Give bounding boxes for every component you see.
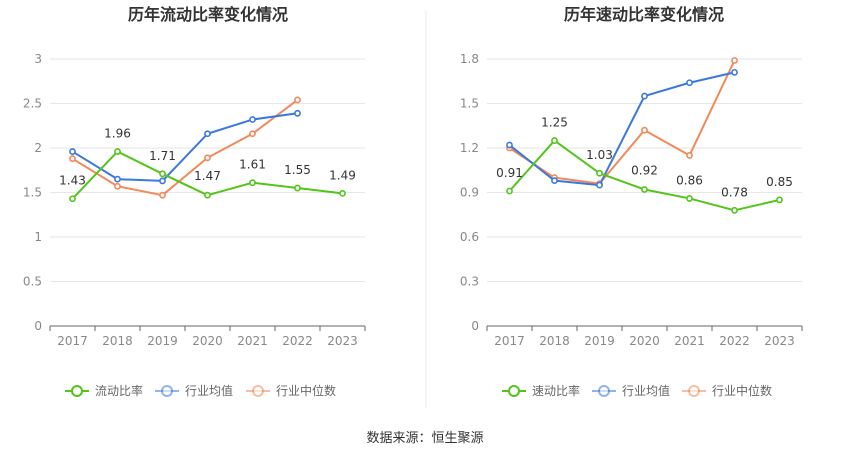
legend-swatch-marker <box>508 385 520 397</box>
x-tick-label: 2019 <box>584 334 615 348</box>
data-label: 1.49 <box>329 168 356 182</box>
data-point-industry_avg <box>159 177 166 185</box>
data-point-industry_avg <box>731 68 738 76</box>
y-tick-label: 1.2 <box>460 141 479 155</box>
chart-title: 历年流动比率变化情况 <box>128 5 288 24</box>
legend-label: 行业中位数 <box>276 383 336 398</box>
y-tick-label: 1.8 <box>460 52 479 66</box>
x-tick-label: 2018 <box>102 334 133 348</box>
data-point-industry_avg <box>596 181 603 189</box>
data-point-industry_avg <box>551 177 558 185</box>
x-tick-label: 2023 <box>764 334 795 348</box>
data-point-industry_avg <box>294 109 301 117</box>
y-tick-label: 1 <box>34 230 42 244</box>
series-line-industry_median <box>71 99 299 197</box>
data-label: 1.96 <box>104 127 131 141</box>
current-ratio-chart: 历年流动比率变化情况 0 0.5 1 1.5 2 2.5 3 2017 2018 2019 2020 2… <box>23 5 366 398</box>
x-tick-label: 2017 <box>57 334 88 348</box>
data-label: 0.92 <box>631 164 658 178</box>
legend-swatch-marker <box>688 385 700 397</box>
x-tick-label: 2023 <box>327 334 358 348</box>
y-tick-label: 0.9 <box>460 186 479 200</box>
series-line-industry_median <box>508 60 736 185</box>
data-point-industry_median <box>731 57 738 64</box>
data-point-main <box>731 206 738 214</box>
legend-label: 行业均值 <box>185 383 233 398</box>
data-point-main <box>159 170 166 178</box>
x-tick-label: 2017 <box>494 334 525 348</box>
x-tick-label: 2019 <box>147 334 178 348</box>
data-point-main <box>506 187 513 195</box>
data-point-industry_median <box>294 96 301 104</box>
data-point-industry_median <box>686 152 693 159</box>
quick-ratio-chart: 历年速动比率变化情况 0 0.3 0.6 0.9 1.2 1.5 1.8 2017 2018 201… <box>460 5 803 398</box>
y-tick-label: 2.5 <box>23 97 42 111</box>
data-point-industry_median <box>69 155 76 163</box>
y-tick-label: 0.6 <box>460 230 479 244</box>
legend-label: 行业中位数 <box>712 383 772 398</box>
legend-swatch-marker <box>161 385 173 397</box>
data-point-industry_avg <box>686 79 693 87</box>
legend-swatch-marker <box>71 385 83 397</box>
data-point-main <box>114 148 121 155</box>
data-label: 1.03 <box>586 148 613 162</box>
y-tick-label: 1.5 <box>23 186 42 200</box>
data-label: 0.85 <box>766 175 793 189</box>
data-label: 0.86 <box>676 173 703 187</box>
data-label: 1.71 <box>149 149 176 163</box>
y-tick-label: 0.5 <box>23 275 42 289</box>
x-tick-label: 2021 <box>237 334 268 348</box>
y-tick-label: 0 <box>471 319 479 333</box>
data-point-industry_median <box>641 126 648 134</box>
y-tick-label: 0 <box>34 319 42 333</box>
legend-label: 行业均值 <box>622 383 670 398</box>
data-point-industry_avg <box>641 92 648 100</box>
data-point-main <box>69 195 76 203</box>
y-tick-label: 1.5 <box>460 97 479 111</box>
data-point-main <box>294 184 301 192</box>
x-tick-label: 2020 <box>192 334 223 348</box>
series-line-industry_avg <box>71 112 298 182</box>
data-point-main <box>596 169 603 177</box>
x-tick-label: 2021 <box>674 334 705 348</box>
data-point-main <box>776 196 783 204</box>
legend-swatch-marker <box>598 385 610 397</box>
data-point-industry_median <box>159 191 166 199</box>
y-tick-label: 2 <box>34 141 42 155</box>
x-tick-label: 2018 <box>539 334 570 348</box>
data-point-industry_avg <box>249 116 256 123</box>
data-point-main <box>641 186 648 193</box>
data-label: 1.61 <box>239 158 266 172</box>
x-tick-label: 2020 <box>629 334 660 348</box>
data-point-main <box>204 191 211 199</box>
legend-label: 流动比率 <box>95 383 143 398</box>
data-label: 1.43 <box>59 174 86 188</box>
x-tick-label: 2022 <box>282 334 313 348</box>
data-label: 1.55 <box>284 163 311 177</box>
data-point-main <box>551 137 558 144</box>
data-point-industry_avg <box>69 148 76 155</box>
data-point-industry_median <box>249 130 256 138</box>
data-point-main <box>249 179 256 187</box>
data-source-note: 数据来源：恒生聚源 <box>366 431 483 446</box>
x-tick-label: 2022 <box>719 334 750 348</box>
y-tick-label: 0.3 <box>460 275 479 289</box>
y-tick-label: 3 <box>34 52 42 66</box>
data-point-industry_avg <box>506 141 513 149</box>
data-point-main <box>339 189 346 197</box>
data-label: 0.78 <box>721 185 748 199</box>
data-point-industry_avg <box>114 175 121 183</box>
chart-title: 历年速动比率变化情况 <box>564 5 724 24</box>
data-point-industry_median <box>204 154 211 162</box>
data-point-main <box>686 195 693 202</box>
data-label: 1.47 <box>194 169 221 183</box>
data-label: 0.91 <box>496 166 523 180</box>
series-line-industry_avg <box>508 71 735 187</box>
data-point-industry_avg <box>204 130 211 138</box>
data-point-industry_median <box>114 182 121 190</box>
data-label: 1.25 <box>541 116 568 130</box>
legend-label: 速动比率 <box>532 383 580 398</box>
legend-swatch-marker <box>252 385 264 397</box>
